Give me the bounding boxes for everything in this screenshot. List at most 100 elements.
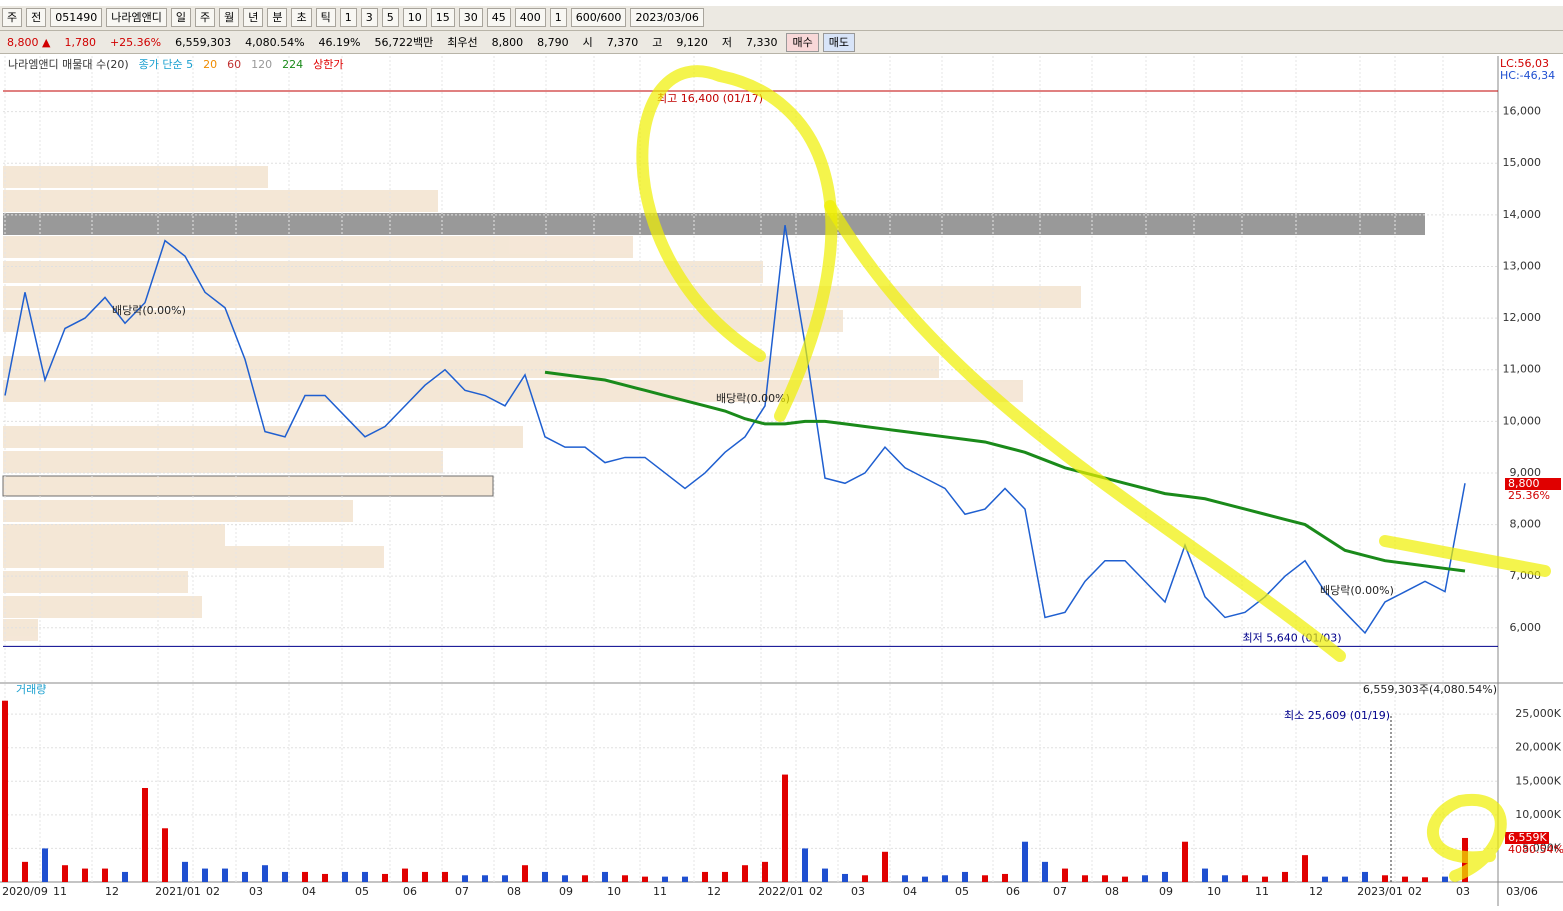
x-tick-label: 10	[1207, 885, 1221, 898]
volume-bar	[222, 868, 228, 882]
legend-item: 60	[227, 58, 241, 71]
volume-bar	[82, 868, 88, 882]
volume-bar	[862, 875, 868, 882]
highlight	[1427, 793, 1507, 882]
volume-bar	[602, 871, 608, 882]
y-tick-label: 14,000	[1503, 208, 1542, 221]
toolbar-button[interactable]: 주	[2, 8, 23, 27]
toolbar-button[interactable]: 1	[549, 8, 567, 27]
volume-bar	[762, 861, 768, 882]
x-tick-label: 2020/09	[2, 885, 48, 898]
volume-bar	[842, 873, 848, 882]
volume-bar	[622, 875, 628, 882]
toolbar-button[interactable]: 전	[26, 8, 47, 27]
volume-bar	[1042, 861, 1048, 882]
highlight	[824, 200, 1346, 662]
annotation: 배당락(0.00%)	[1320, 584, 1394, 597]
volume-bar	[482, 875, 488, 882]
volume-bar	[382, 873, 388, 882]
quote-field: 4,080.54%	[245, 36, 305, 49]
volume-bar	[242, 871, 248, 882]
toolbar-button[interactable]: 15	[430, 8, 455, 27]
x-tick-label: 11	[53, 885, 67, 898]
y-tick-label: 16,000	[1503, 105, 1542, 118]
volume-bar	[782, 774, 788, 882]
toolbar-button[interactable]: 45	[486, 8, 511, 27]
volume-bar	[262, 865, 268, 882]
volume-bar	[282, 871, 288, 882]
toolbar-button[interactable]: 400	[514, 8, 546, 27]
volume-bar	[682, 876, 688, 882]
x-tick-label: 07	[455, 885, 469, 898]
toolbar: 주 전 051490 나라엠앤디 일 주 월 년 분 초 틱 1 3 5 10 15 30 45 400 1 600/6…	[0, 6, 1563, 31]
toolbar-button[interactable]: 30	[458, 8, 483, 27]
toolbar-button[interactable]: 051490	[50, 8, 103, 27]
quote-field: 저	[721, 36, 732, 49]
legend-item: 나라엠앤디 매물대 수(20)	[8, 58, 129, 71]
order-button[interactable]: 매수	[786, 33, 819, 52]
volume-bar	[1022, 841, 1028, 882]
volume-bar	[1002, 873, 1008, 882]
y-tick-label: 15,000	[1503, 156, 1542, 169]
toolbar-button[interactable]: 분	[267, 8, 288, 27]
y-tick-label: 10,000	[1503, 414, 1542, 427]
volume-bar	[582, 875, 588, 882]
toolbar-button[interactable]: 2023/03/06	[630, 8, 704, 27]
volume-bar	[462, 875, 468, 882]
volume-bar	[502, 875, 508, 882]
order-button[interactable]: 매도	[822, 33, 855, 52]
volume-min: 최소 25,609 (01/19)	[1284, 709, 1390, 722]
toolbar-button[interactable]: 년	[243, 8, 264, 27]
x-tick-label: 2023/01	[1357, 885, 1403, 898]
toolbar-button[interactable]: 틱	[315, 8, 336, 27]
volume-bar	[322, 873, 328, 882]
volume-bar	[1062, 868, 1068, 882]
volume-bar	[402, 868, 408, 882]
toolbar-button[interactable]: 10	[402, 8, 427, 27]
x-tick-label: 02	[1408, 885, 1422, 898]
volume-bar	[342, 871, 348, 882]
toolbar-button[interactable]: 1	[339, 8, 357, 27]
toolbar-button[interactable]: 5	[381, 8, 399, 27]
price-line	[4, 225, 1466, 635]
toolbar-button[interactable]: 600/600	[570, 8, 627, 27]
toolbar-button[interactable]: 일	[170, 8, 191, 27]
legend-item: 20	[203, 58, 217, 71]
volume-bar	[1322, 876, 1328, 882]
toolbar-button[interactable]: 월	[219, 8, 240, 27]
volume-bar	[1442, 876, 1448, 882]
x-tick-label: 09	[559, 885, 573, 898]
volume-bar	[982, 875, 988, 882]
x-tick-label: 07	[1053, 885, 1067, 898]
volume-bar	[1262, 876, 1268, 882]
volume-bar	[1142, 875, 1148, 882]
volume-bar	[802, 848, 808, 882]
ma224-line	[544, 370, 1466, 573]
volume-bar	[102, 868, 108, 882]
volume-title: 거래량	[16, 683, 46, 696]
volume-bar	[962, 871, 968, 882]
volume-bar	[1242, 875, 1248, 882]
volume-bar	[662, 876, 668, 882]
volume-pct: 4080.54%	[1508, 843, 1563, 856]
volume-last: 6,559K	[1508, 831, 1547, 844]
x-tick-label: 12	[105, 885, 119, 898]
x-tick-label: 03/06	[1506, 885, 1538, 898]
volume-bar	[642, 876, 648, 882]
toolbar-button[interactable]: 나라엠앤디	[106, 8, 167, 27]
volume-box	[1505, 832, 1549, 844]
volume-bar	[302, 871, 308, 882]
quote-field: 7,370	[606, 36, 639, 49]
legend-item: 상한가	[313, 58, 343, 71]
volume-bar	[722, 871, 728, 882]
volume-bar	[2, 700, 8, 882]
toolbar-button[interactable]: 3	[360, 8, 378, 27]
x-tick-label: 2021/01	[155, 885, 201, 898]
y-tick-label: 5,000K	[1522, 841, 1561, 854]
volume-bar	[542, 871, 548, 882]
volume-bar	[882, 851, 888, 882]
toolbar-button[interactable]: 초	[291, 8, 312, 27]
volume-bar	[162, 828, 168, 882]
toolbar-button[interactable]: 주	[194, 8, 216, 27]
